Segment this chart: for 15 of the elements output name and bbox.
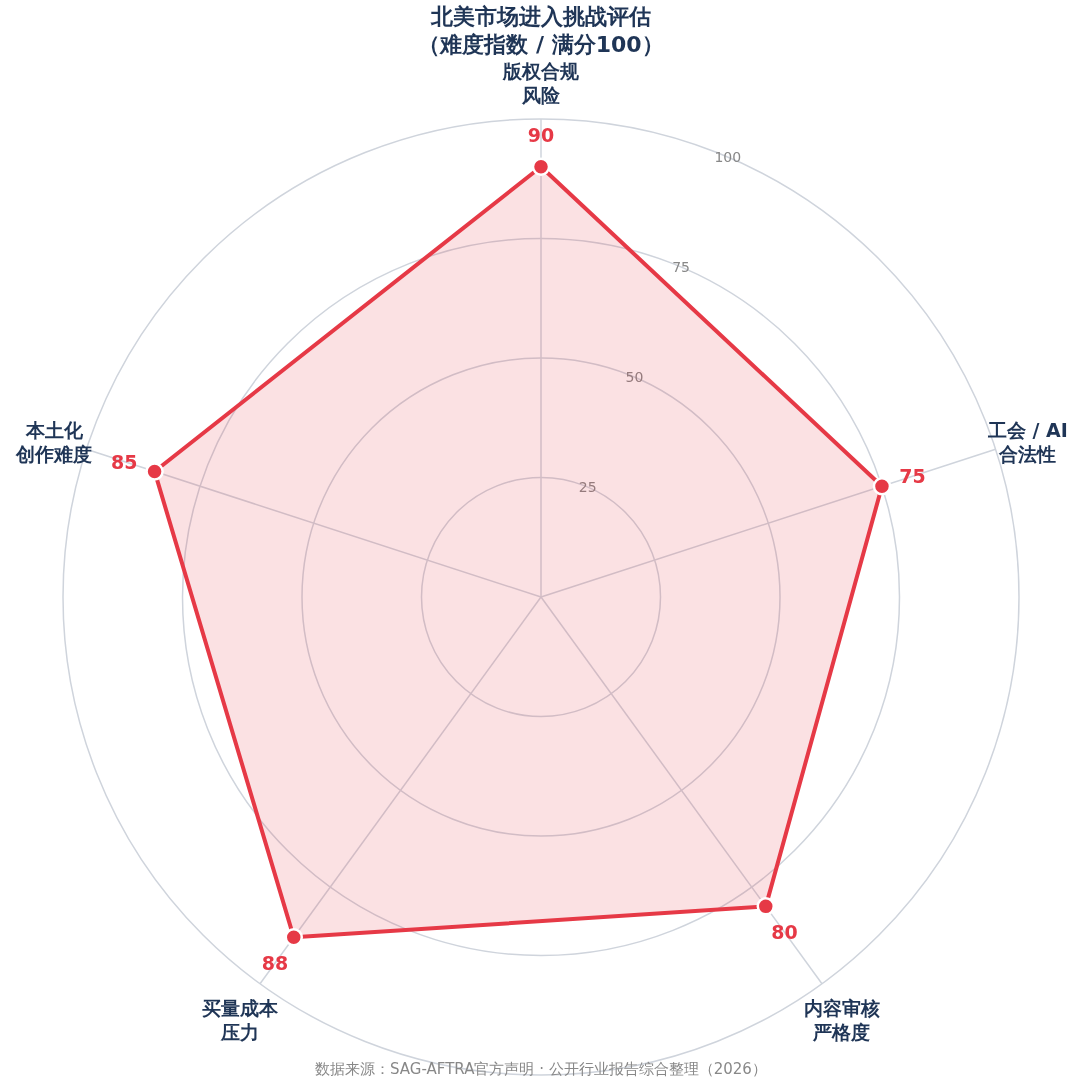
y-tick-label: 25: [578, 479, 597, 495]
data-label: 85: [110, 450, 138, 473]
spoke-label: 内容审核严格度: [803, 996, 880, 1043]
y-tick-label: 50: [625, 369, 644, 385]
data-label: 75: [899, 465, 926, 488]
data-label: 88: [261, 952, 289, 975]
spoke-label: 版权合规风险: [502, 60, 580, 106]
spoke-label: 工会 / AI合法性: [986, 419, 1068, 466]
data-label: 80: [771, 921, 798, 944]
chart-title: 北美市场进入挑战评估（难度指数 / 满分100）: [418, 4, 664, 57]
y-tick-label: 100: [714, 149, 742, 165]
spoke-label: 买量成本压力: [202, 996, 280, 1043]
data-label: 90: [527, 123, 555, 146]
source-note: 数据来源：SAG-AFTRA官方声明 · 公开行业报告综合整理（2026）: [315, 1060, 767, 1078]
spoke-label: 本土化创作难度: [15, 419, 93, 466]
